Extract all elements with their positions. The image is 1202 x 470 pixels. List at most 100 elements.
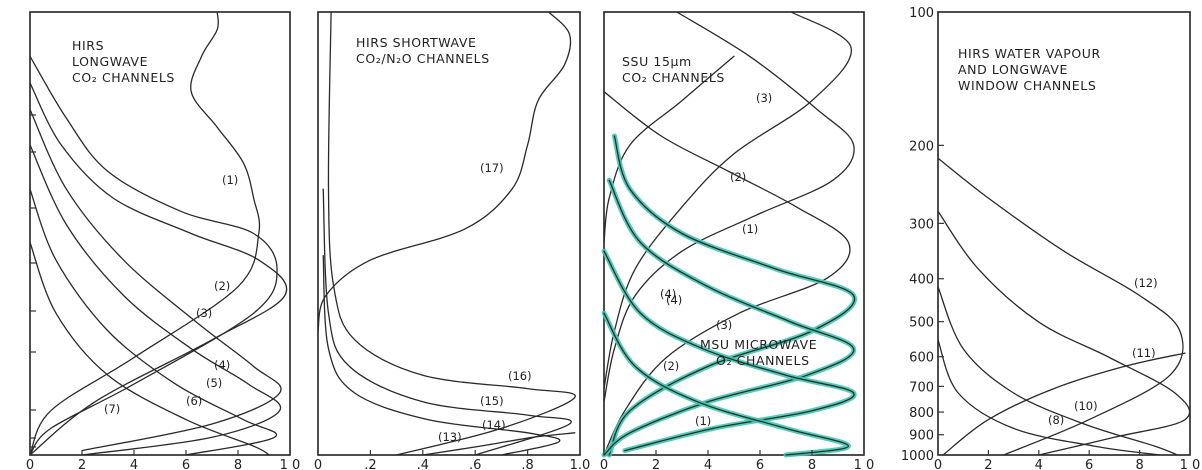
panel-curves: (17) (16) (15) (14) (13) — [317, 11, 576, 456]
curve-3 — [603, 11, 852, 390]
curve-highlight — [601, 310, 851, 458]
panel-hirs-shortwave: (17) (16) (15) (14) (13) 0 .2 .4 .6 .8 1.0 HIRS S… — [314, 11, 590, 470]
curve-label: (1) — [742, 222, 758, 236]
msu-annotation: MSU MICROWAVE O₂ CHANNELS — [700, 337, 822, 368]
curve-label: (7) — [104, 402, 120, 416]
curve-7 — [29, 241, 270, 456]
curve-12 — [937, 157, 1184, 456]
curve-label: (12) — [1134, 276, 1158, 290]
panel-title: SSU 15μm CO₂ CHANNELS — [622, 54, 725, 85]
panel-title-line: HIRS WATER VAPOUR — [958, 46, 1101, 61]
x-tick-label: 8 — [808, 458, 816, 470]
curve-1 — [29, 11, 261, 456]
y-tick-label: 600 — [909, 351, 934, 366]
panel-title-line: AND LONGWAVE — [958, 62, 1068, 77]
curve-label: (3) — [756, 91, 772, 105]
curve-label: (4) — [214, 358, 230, 372]
panel-frame — [29, 11, 291, 456]
curve-10 — [937, 286, 1179, 456]
msu-annotation-line: MSU MICROWAVE — [700, 337, 817, 352]
y-tick-label: 1000 — [901, 449, 934, 464]
curve-4 — [29, 108, 282, 452]
panel-title: HIRS SHORTWAVE CO₂/N₂O CHANNELS — [356, 35, 490, 66]
curve-label: (10) — [1074, 399, 1098, 413]
x-tick-label: 1.0 — [570, 458, 591, 470]
x-tick-label: 8 — [1135, 458, 1143, 470]
x-tick-label: 1 0 — [1180, 458, 1201, 470]
curve-label: (1) — [222, 173, 238, 187]
panel-x-ticks: 0 2 4 6 8 1 0 — [934, 450, 1200, 470]
curve-label: (4) — [660, 287, 676, 301]
curve-window — [942, 352, 1186, 456]
panel-frame — [937, 11, 1191, 456]
curve-label: (14) — [482, 418, 506, 432]
y-tick-label: 900 — [909, 429, 934, 444]
curve-msu-3 — [603, 179, 855, 456]
curve-label: (4) — [666, 293, 682, 307]
curve-2 — [29, 55, 278, 456]
y-tick-label: 700 — [909, 380, 934, 395]
x-tick-label: .4 — [417, 458, 429, 470]
panel-curves: (3)(2)(1)(4)(4)(3)(2)(1) — [601, 11, 857, 458]
curve-6 — [29, 188, 278, 456]
curve-msu-1 — [603, 312, 850, 456]
curve-label: (2) — [214, 279, 230, 293]
curve-4 — [603, 55, 735, 244]
x-tick-label: 6 — [182, 458, 190, 470]
curve-17 — [317, 11, 572, 332]
curve-label: (3) — [716, 318, 732, 332]
curve-label: (11) — [1132, 346, 1156, 360]
curve-label: (5) — [206, 376, 222, 390]
curve-label: (15) — [480, 394, 504, 408]
curve-14 — [322, 255, 561, 456]
x-tick-label: 0 — [314, 458, 322, 470]
panel-title: HIRS LONGWAVE CO₂ CHANNELS — [72, 38, 175, 85]
curve-8 — [937, 339, 1161, 456]
panel-x-ticks: 0 .2 .4 .6 .8 1.0 — [314, 450, 590, 470]
panel-curves: (1) (2)(3) (4) (5) (6) (7) — [29, 11, 288, 456]
curve-16 — [327, 11, 576, 456]
x-tick-label: 2 — [652, 458, 660, 470]
panel-title-line: SSU 15μm — [622, 54, 692, 69]
curve-label: (16) — [508, 369, 532, 383]
panel-y-ticks: 100 200 300 400 500 600 700 800 900 1000 — [901, 6, 944, 464]
panel-title-line: HIRS — [72, 38, 104, 53]
y-tick-label: 300 — [909, 217, 934, 232]
x-tick-label: .2 — [364, 458, 376, 470]
panel-x-ticks: 0 2 4 6 8 1 0 — [26, 450, 300, 470]
x-tick-label: 8 — [234, 458, 242, 470]
y-tick-label: 400 — [909, 273, 934, 288]
x-tick-label: .6 — [469, 458, 481, 470]
x-tick-label: 2 — [78, 458, 86, 470]
curve-13 — [422, 432, 576, 456]
x-tick-label: 0 — [934, 458, 942, 470]
y-tick-label: 200 — [909, 139, 934, 154]
panel-title-line: CO₂ CHANNELS — [622, 70, 725, 85]
y-tick-label: 800 — [909, 406, 934, 421]
x-tick-label: 0 — [600, 458, 608, 470]
panel-x-ticks: 0 2 4 6 8 1 0 — [600, 450, 874, 470]
panel-frame — [603, 11, 865, 456]
curve-label: (3) — [196, 306, 212, 320]
x-tick-label: 2 — [984, 458, 992, 470]
x-tick-label: 4 — [704, 458, 712, 470]
curve-label: (1) — [695, 414, 711, 428]
panel-curves: (12) (11) (10) (8) — [937, 157, 1191, 456]
panel-title-line: LONGWAVE — [72, 54, 148, 69]
curve-msu-4 — [608, 135, 856, 456]
x-tick-label: .8 — [521, 458, 533, 470]
x-tick-label: 0 — [26, 458, 34, 470]
x-tick-label: 4 — [130, 458, 138, 470]
curve-label: (13) — [438, 430, 462, 444]
curve-label: (2) — [663, 359, 679, 373]
panel-title-line: HIRS SHORTWAVE — [356, 35, 477, 50]
panel-frame — [317, 11, 581, 456]
x-tick-label: 6 — [756, 458, 764, 470]
y-tick-label: 500 — [909, 316, 934, 331]
curve-2 — [603, 11, 855, 403]
x-tick-label: 1 0 — [854, 458, 875, 470]
msu-annotation-line: O₂ CHANNELS — [716, 353, 810, 368]
